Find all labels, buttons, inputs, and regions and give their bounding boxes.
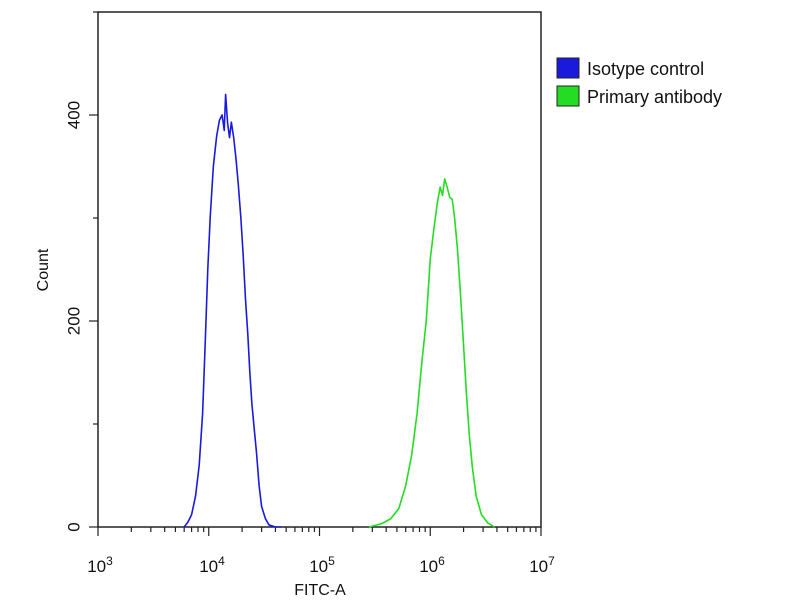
y-tick-label-400: 400 bbox=[64, 101, 83, 129]
legend: Isotype control Primary antibody bbox=[556, 57, 722, 107]
y-axis: 0 200 400 Count bbox=[35, 101, 83, 532]
x-tick-label-1e3: 103 bbox=[87, 554, 113, 576]
series-layer bbox=[183, 93, 495, 528]
y-tick-label-0: 0 bbox=[64, 522, 83, 531]
x-tick-label-1e7: 107 bbox=[529, 554, 555, 576]
x-tick-label-1e4: 104 bbox=[199, 554, 225, 576]
x-tick-label-1e6: 106 bbox=[419, 554, 445, 576]
legend-swatch-primary-antibody bbox=[556, 85, 580, 107]
series-line-isotype-control bbox=[183, 93, 282, 528]
y-tick-label-200: 200 bbox=[64, 307, 83, 335]
legend-label-primary-antibody: Primary antibody bbox=[587, 87, 722, 107]
legend-label-isotype-control: Isotype control bbox=[587, 59, 704, 79]
plot-frame bbox=[97, 11, 542, 528]
series-line-primary-antibody bbox=[368, 178, 495, 528]
x-axis: 103 104 105 106 107 FITC-A bbox=[87, 554, 555, 599]
x-axis-title: FITC-A bbox=[294, 582, 346, 599]
y-axis-title: Count bbox=[35, 248, 52, 291]
legend-swatch-isotype-control bbox=[556, 57, 580, 79]
tick-marks bbox=[89, 11, 542, 536]
x-tick-label-1e5: 105 bbox=[309, 554, 335, 576]
